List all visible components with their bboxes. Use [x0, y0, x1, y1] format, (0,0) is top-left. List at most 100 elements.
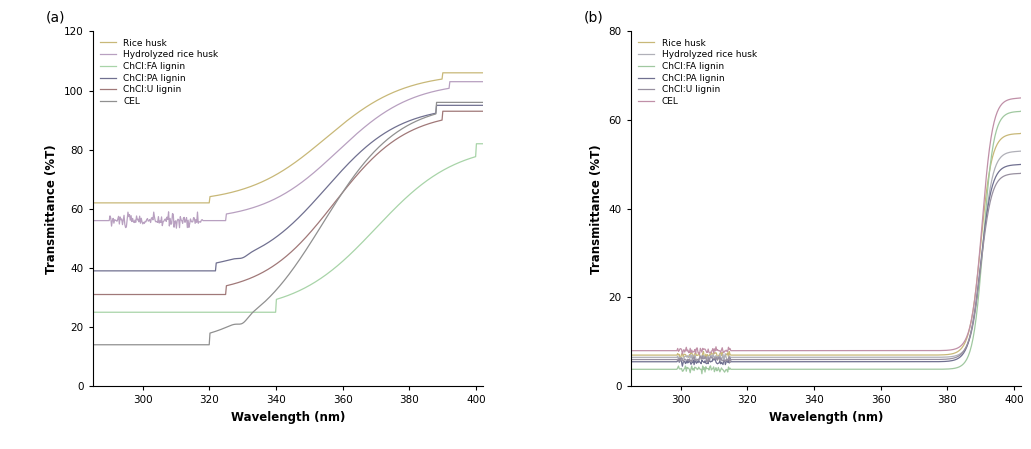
Line: Hydrolyzed rice husk: Hydrolyzed rice husk: [93, 82, 483, 228]
ChCl:FA lignin: [272, 296, 285, 302]
Hydrolyzed rice husk: [1006, 149, 1019, 154]
CEL: [858, 348, 870, 353]
ChCl:FA lignin: [406, 189, 419, 195]
Rice husk: [812, 352, 825, 358]
Hydrolyzed rice husk: [836, 355, 849, 360]
CEL: [272, 285, 285, 291]
Hydrolyzed rice husk: [625, 355, 637, 360]
ChCl:PA lignin: [676, 364, 689, 369]
ChCl:FA lignin: [476, 141, 489, 146]
Rice husk: [945, 351, 958, 357]
Hydrolyzed rice husk: [469, 79, 481, 84]
Hydrolyzed rice husk: [703, 358, 716, 364]
Rice husk: [437, 70, 450, 75]
ChCl:FA lignin: [470, 141, 483, 146]
ChCl:PA lignin: [406, 117, 419, 123]
ChCl:U lignin: [858, 357, 870, 362]
ChCl:PA lignin: [430, 103, 442, 108]
CEL: [1006, 96, 1019, 101]
ChCl:PA lignin: [476, 103, 489, 108]
CEL: [476, 100, 489, 105]
ChCl:FA lignin: [812, 366, 825, 372]
ChCl:U lignin: [476, 109, 489, 114]
ChCl:FA lignin: [298, 286, 310, 291]
ChCl:U lignin: [836, 357, 849, 362]
Hydrolyzed rice husk: [272, 194, 285, 200]
CEL: [406, 120, 419, 126]
CEL: [836, 348, 849, 353]
Rice husk: [1015, 131, 1027, 136]
ChCl:PA lignin: [945, 358, 958, 364]
Rice husk: [274, 170, 287, 175]
Line: CEL: CEL: [93, 102, 483, 345]
ChCl:PA lignin: [298, 210, 310, 215]
Rice husk: [406, 83, 419, 88]
Y-axis label: Transmittance (%T): Transmittance (%T): [590, 144, 603, 273]
ChCl:PA lignin: [1006, 163, 1019, 168]
CEL: [87, 342, 99, 348]
ChCl:FA lignin: [858, 366, 870, 372]
ChCl:FA lignin: [625, 366, 637, 372]
Hydrolyzed rice husk: [858, 355, 870, 360]
Rice husk: [468, 70, 480, 75]
Hydrolyzed rice husk: [298, 177, 310, 183]
Line: Rice husk: Rice husk: [631, 133, 1021, 361]
Hydrolyzed rice husk: [275, 193, 288, 198]
ChCl:U lignin: [724, 360, 736, 365]
ChCl:PA lignin: [836, 359, 849, 365]
CEL: [319, 217, 331, 223]
CEL: [812, 348, 825, 353]
Legend: Rice husk, Hydrolyzed rice husk, ChCl:FA lignin, ChCl:PA lignin, ChCl:U lignin, : Rice husk, Hydrolyzed rice husk, ChCl:FA…: [635, 36, 760, 109]
ChCl:U lignin: [272, 260, 285, 265]
ChCl:PA lignin: [812, 359, 825, 365]
X-axis label: Wavelength (nm): Wavelength (nm): [768, 411, 883, 424]
ChCl:FA lignin: [1006, 110, 1019, 115]
ChCl:U lignin: [319, 212, 331, 218]
ChCl:PA lignin: [272, 233, 285, 238]
Rice husk: [858, 352, 870, 358]
Line: Rice husk: Rice husk: [93, 73, 483, 203]
Line: ChCl:PA lignin: ChCl:PA lignin: [631, 164, 1021, 366]
Rice husk: [836, 352, 849, 358]
CEL: [430, 100, 442, 105]
CEL: [298, 251, 310, 256]
Hydrolyzed rice husk: [87, 218, 99, 223]
Rice husk: [87, 200, 99, 206]
ChCl:PA lignin: [319, 187, 331, 192]
ChCl:FA lignin: [319, 273, 331, 278]
CEL: [468, 100, 480, 105]
ChCl:PA lignin: [274, 231, 287, 237]
ChCl:FA lignin: [945, 366, 958, 371]
ChCl:U lignin: [468, 109, 480, 114]
ChCl:FA lignin: [274, 295, 287, 301]
Rice husk: [476, 70, 489, 75]
Hydrolyzed rice husk: [443, 79, 456, 84]
ChCl:FA lignin: [836, 366, 849, 372]
Line: Hydrolyzed rice husk: Hydrolyzed rice husk: [631, 151, 1021, 361]
Rice husk: [1006, 132, 1019, 137]
CEL: [625, 348, 637, 353]
ChCl:PA lignin: [810, 359, 823, 365]
ChCl:U lignin: [1015, 171, 1027, 176]
ChCl:U lignin: [812, 357, 825, 362]
Hydrolyzed rice husk: [170, 225, 182, 231]
Rice husk: [272, 171, 285, 176]
Hydrolyzed rice husk: [945, 354, 958, 359]
ChCl:U lignin: [437, 109, 450, 114]
Hydrolyzed rice husk: [812, 355, 825, 360]
ChCl:FA lignin: [696, 371, 708, 376]
Hydrolyzed rice husk: [320, 160, 332, 165]
ChCl:FA lignin: [810, 366, 823, 372]
ChCl:U lignin: [810, 357, 823, 362]
Hydrolyzed rice husk: [1015, 149, 1027, 154]
Hydrolyzed rice husk: [810, 355, 823, 360]
Line: ChCl:FA lignin: ChCl:FA lignin: [631, 111, 1021, 374]
ChCl:PA lignin: [468, 103, 480, 108]
Rice husk: [810, 352, 823, 358]
Y-axis label: Transmittance (%T): Transmittance (%T): [45, 144, 59, 273]
Hydrolyzed rice husk: [476, 79, 489, 84]
ChCl:PA lignin: [858, 359, 870, 365]
Line: ChCl:U lignin: ChCl:U lignin: [93, 111, 483, 295]
ChCl:U lignin: [87, 292, 99, 297]
Text: (b): (b): [584, 10, 604, 24]
